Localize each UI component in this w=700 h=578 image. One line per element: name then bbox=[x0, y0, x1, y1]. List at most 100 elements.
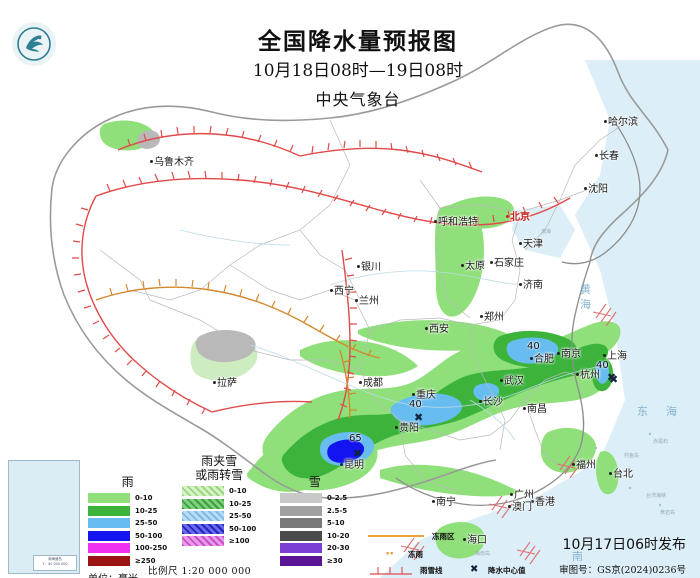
city-dot-icon bbox=[357, 265, 360, 268]
rain-snow-line bbox=[81, 132, 571, 421]
page-title: 全国降水量预报图 bbox=[258, 29, 458, 55]
city-label-21: 杭州 bbox=[576, 371, 600, 381]
city-name: 台北 bbox=[613, 469, 633, 480]
city-dot-icon bbox=[609, 472, 612, 475]
sea-label-3: 海 bbox=[666, 405, 680, 418]
city-dot-icon bbox=[572, 463, 575, 466]
legend-row: 50-100 bbox=[88, 530, 167, 541]
forecast-period: 10月18日08时—19日08时 bbox=[252, 60, 464, 81]
cma-logo-icon bbox=[12, 22, 56, 66]
legend-label: 100-250 bbox=[135, 544, 168, 553]
city-name: 海口 bbox=[467, 535, 487, 546]
city-name: 郑州 bbox=[484, 312, 504, 323]
rain-snow-barbs bbox=[72, 125, 559, 415]
legend-swatch bbox=[280, 543, 322, 554]
legend-swatch bbox=[182, 536, 224, 547]
city-dot-icon bbox=[506, 215, 509, 218]
city-name: 福州 bbox=[576, 460, 596, 471]
city-name: 西宁 bbox=[334, 286, 354, 297]
legend-swatch bbox=[280, 493, 322, 504]
legend-sleet-rows: 0-10 10-25 25-50 50-100 ≥100 bbox=[182, 486, 256, 547]
city-dot-icon bbox=[604, 120, 607, 123]
city-name: 南宁 bbox=[436, 497, 456, 508]
city-label-31: 澳门 bbox=[508, 503, 532, 513]
city-name: 贵阳 bbox=[399, 423, 419, 434]
city-name: 武汉 bbox=[504, 376, 524, 387]
legend-swatch bbox=[182, 511, 224, 522]
city-name: 北京 bbox=[510, 212, 530, 223]
city-dot-icon bbox=[425, 327, 428, 330]
coastline bbox=[395, 117, 641, 507]
ocean bbox=[380, 60, 700, 578]
city-name: 香港 bbox=[535, 497, 555, 508]
city-label-8: 太原 bbox=[461, 262, 485, 272]
legend-unit: 单位：毫米 bbox=[88, 570, 167, 578]
legend-label: 10-25 bbox=[135, 506, 158, 515]
legend-symbol-label-1: 冻雨 bbox=[408, 550, 423, 559]
city-label-7: 银川 bbox=[357, 263, 381, 273]
legend-sleet-head-line1: 雨夹雪 bbox=[201, 454, 238, 468]
south-china-sea-inset[interactable]: 南海诸岛 1：40 000 000 bbox=[8, 460, 80, 574]
legend-label: 0-10 bbox=[229, 487, 247, 496]
legend-sleet-head-line2: 或雨转雪 bbox=[195, 467, 244, 482]
legend-swatch bbox=[182, 486, 224, 497]
sea-label-1: 海 bbox=[580, 298, 594, 311]
city-dot-icon bbox=[340, 463, 343, 466]
legend-label: 25-50 bbox=[229, 512, 252, 521]
city-label-33: 海口 bbox=[463, 536, 487, 546]
sea-label-9: 海南岛 bbox=[475, 551, 491, 557]
city-name: 济南 bbox=[523, 280, 543, 291]
city-label-29: 广州 bbox=[510, 491, 534, 501]
city-label-14: 西安 bbox=[425, 325, 449, 335]
city-name: 兰州 bbox=[359, 296, 379, 307]
precip-center-cross-icon-3: ✖ bbox=[353, 447, 363, 460]
city-name: 长沙 bbox=[483, 397, 503, 408]
legend-label: 25-50 bbox=[135, 519, 158, 528]
legend-rain-head: 雨 bbox=[121, 475, 134, 489]
legend-row: 0-10 bbox=[182, 486, 256, 497]
city-label-22: 武汉 bbox=[500, 377, 524, 387]
legend-column-snow: 雪 0-2.5 2.5-5 5-10 10-20 20-30 ≥30 bbox=[280, 475, 349, 568]
rain-snow-line-icon bbox=[368, 564, 414, 578]
legend-snow-head: 雪 bbox=[308, 475, 321, 489]
legend-label: 2.5-5 bbox=[327, 506, 348, 515]
city-dot-icon bbox=[412, 393, 415, 396]
city-label-30: 香港 bbox=[531, 498, 555, 508]
city-label-25: 贵阳 bbox=[395, 424, 419, 434]
city-label-13: 郑州 bbox=[480, 313, 504, 323]
rain-0-10-taiwan bbox=[595, 450, 619, 495]
legend-swatch bbox=[88, 555, 130, 566]
city-name: 银川 bbox=[361, 262, 381, 273]
legend-column-sleet: 雨夹雪 或雨转雪 0-10 10-25 25-50 50-100 ≥100 bbox=[182, 454, 256, 548]
legend-label: 50-100 bbox=[135, 531, 163, 540]
issuer-name: 中央气象台 bbox=[315, 90, 401, 109]
city-dot-icon bbox=[557, 352, 560, 355]
legend-symbol-label-3: 降水中心值 bbox=[488, 566, 526, 575]
precip-center-value-1: 40 bbox=[596, 360, 609, 371]
city-label-0: 乌鲁木齐 bbox=[150, 158, 194, 168]
city-name: 南京 bbox=[561, 349, 581, 360]
legend-row: 25-50 bbox=[182, 511, 256, 522]
city-name: 昆明 bbox=[344, 460, 364, 471]
city-dot-icon bbox=[576, 373, 579, 376]
rain-25-50-hefei bbox=[506, 337, 559, 364]
city-name: 石家庄 bbox=[494, 258, 524, 269]
legend-symbol-label-0: 冻雨区 bbox=[432, 532, 455, 541]
city-label-5: 北京 bbox=[506, 213, 530, 223]
review-number: 审图号：GS京(2024)0236号 bbox=[559, 565, 686, 576]
city-dot-icon bbox=[508, 505, 511, 508]
city-dot-icon bbox=[479, 400, 482, 403]
sea-label-0: 黄 bbox=[580, 283, 594, 296]
legend-swatch bbox=[88, 493, 130, 504]
city-dot-icon bbox=[330, 289, 333, 292]
legend-label: ≥30 bbox=[327, 556, 343, 565]
sea-label-10: 黄岩岛 bbox=[660, 510, 676, 516]
legend-column-rain: 雨 0-10 10-25 25-50 50-100 100-250 ≥250 单位：毫米 bbox=[88, 475, 168, 578]
city-dot-icon bbox=[150, 160, 153, 163]
city-dot-icon bbox=[432, 500, 435, 503]
sea-label-6: 台湾海峡 bbox=[646, 493, 667, 499]
city-dot-icon bbox=[595, 154, 598, 157]
